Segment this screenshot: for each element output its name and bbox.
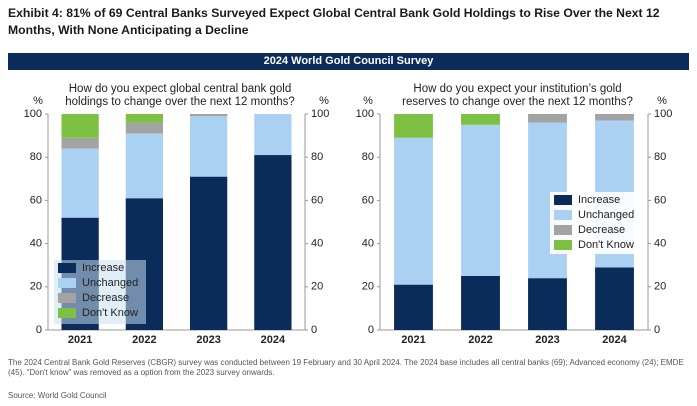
bar-segment <box>394 284 433 330</box>
y-tick-label: 80 <box>30 151 42 163</box>
y2-axis-label: % <box>657 95 667 107</box>
bar-segment <box>189 114 228 117</box>
legend-swatch <box>58 293 76 303</box>
y2-tick-label: 80 <box>654 151 666 163</box>
y2-tick-label: 40 <box>311 238 323 250</box>
exhibit-title: Exhibit 4: 81% of 69 Central Banks Surve… <box>8 6 660 37</box>
y-tick-label: 100 <box>356 108 374 120</box>
legend-label: Decrease <box>82 292 129 304</box>
bar-segment <box>61 114 99 138</box>
legend-label: Decrease <box>578 224 625 236</box>
y2-tick-label: 100 <box>311 108 329 120</box>
chart-title: How do you expect your institution’s gol… <box>402 83 633 108</box>
legend-swatch <box>554 210 572 220</box>
y-tick-label: 80 <box>362 151 374 163</box>
legend-swatch <box>58 308 76 318</box>
x-tick-label: 2023 <box>535 334 559 346</box>
x-tick-label: 2021 <box>68 334 92 346</box>
legend-swatch <box>554 240 572 250</box>
y-axis-label: % <box>33 95 43 107</box>
y-tick-label: 0 <box>368 324 374 336</box>
chart-title: How do you expect global central bank go… <box>65 83 295 108</box>
bar-segment <box>125 122 164 134</box>
bar-segment <box>254 155 292 330</box>
bar-segment <box>595 114 634 121</box>
legend-label: Increase <box>82 262 124 274</box>
y-tick-label: 40 <box>30 238 42 250</box>
y2-tick-label: 40 <box>654 238 666 250</box>
y-tick-label: 20 <box>362 281 374 293</box>
x-tick-label: 2021 <box>401 334 425 346</box>
footnote: The 2024 Central Bank Gold Reserves (CBG… <box>8 358 684 377</box>
x-tick-label: 2022 <box>132 334 156 346</box>
y2-tick-label: 0 <box>311 324 317 336</box>
y-tick-label: 60 <box>362 194 374 206</box>
legend-swatch <box>58 278 76 288</box>
x-tick-label: 2023 <box>196 334 220 346</box>
y2-tick-label: 20 <box>654 281 666 293</box>
x-tick-label: 2024 <box>602 334 627 346</box>
y2-tick-label: 60 <box>654 194 666 206</box>
x-tick-label: 2022 <box>468 334 492 346</box>
legend-swatch <box>58 263 76 273</box>
banner: 2024 World Gold Council Survey <box>8 53 689 70</box>
y-axis-label: % <box>363 95 373 107</box>
x-tick-label: 2024 <box>261 334 286 346</box>
bar-segment <box>254 114 292 156</box>
y-tick-label: 40 <box>362 238 374 250</box>
bar-segment <box>189 176 228 330</box>
bar-segment <box>125 114 164 123</box>
y2-tick-label: 60 <box>311 194 323 206</box>
bar-segment <box>125 133 164 199</box>
legend-label: Unchanged <box>82 277 138 289</box>
legend-label: Don't Know <box>578 239 634 251</box>
legend-swatch <box>554 225 572 235</box>
legend-swatch <box>554 195 572 205</box>
source: Source: World Gold Council <box>8 391 107 400</box>
bar-segment <box>394 114 433 138</box>
legend-label: Don't Know <box>82 307 138 319</box>
y-tick-label: 100 <box>24 108 42 120</box>
legend-label: Increase <box>578 194 620 206</box>
bar-segment <box>461 114 500 125</box>
y2-axis-label: % <box>319 95 329 107</box>
y-tick-label: 60 <box>30 194 42 206</box>
y-tick-label: 20 <box>30 281 42 293</box>
y2-tick-label: 100 <box>654 108 672 120</box>
y2-tick-label: 0 <box>654 324 660 336</box>
legend-label: Unchanged <box>578 209 634 221</box>
bar-segment <box>61 137 99 149</box>
bar-segment <box>528 278 567 330</box>
bar-segment <box>461 124 500 276</box>
bar-segment <box>595 267 634 330</box>
y2-tick-label: 80 <box>311 151 323 163</box>
bar-segment <box>461 276 500 330</box>
bar-segment <box>61 148 99 218</box>
y2-tick-label: 20 <box>311 281 323 293</box>
bar-segment <box>189 116 228 177</box>
bar-segment <box>528 114 567 123</box>
y-tick-label: 0 <box>36 324 42 336</box>
bar-segment <box>394 137 433 285</box>
